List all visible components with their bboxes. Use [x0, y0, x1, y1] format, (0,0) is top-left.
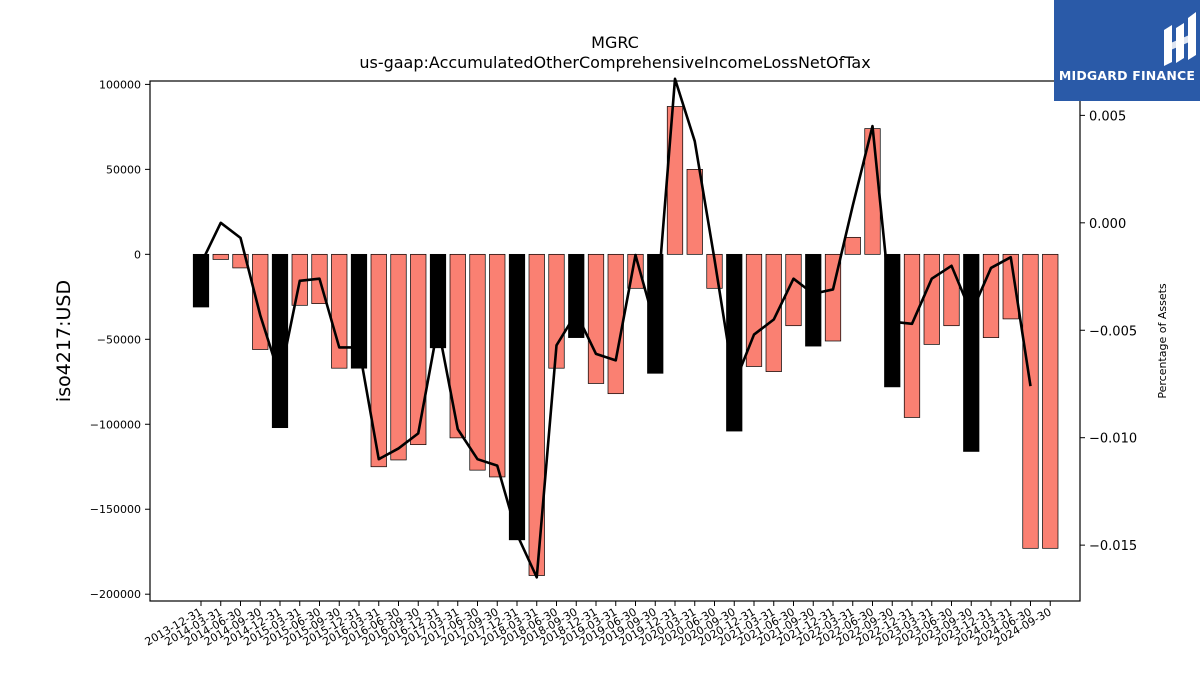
- bar-2022-03-31: [844, 236, 861, 255]
- logo-mark-icon: [1164, 12, 1196, 66]
- bar-2020-12-31: [745, 253, 763, 367]
- assets-percentage-line: [199, 77, 1032, 579]
- bar-2021-09-30: [805, 253, 822, 347]
- y2-tick-label: −0.005: [1089, 324, 1137, 339]
- y2-tick-label: 0.000: [1089, 217, 1126, 232]
- bar-2017-03-31: [449, 253, 466, 439]
- bar-2016-03-31: [370, 253, 387, 468]
- bar-2018-12-31: [587, 253, 605, 384]
- bar-2019-03-31: [607, 253, 624, 395]
- bar-2017-06-30: [469, 253, 486, 471]
- y-tick-label: −50000: [97, 333, 141, 346]
- bar-2014-12-31: [271, 253, 289, 429]
- bar-2023-09-30: [963, 253, 980, 452]
- y-tick-label: 100000: [99, 78, 141, 91]
- y2-tick-label: −0.010: [1089, 432, 1137, 447]
- brand-name: MIDGARD FINANCE: [1058, 68, 1196, 83]
- bar-2015-12-31: [350, 253, 368, 369]
- bar-2015-09-30: [331, 253, 348, 369]
- bar-2017-12-31: [508, 253, 526, 541]
- bar-2021-03-31: [765, 253, 782, 372]
- y-axis-label: iso4217:USD: [53, 280, 75, 402]
- y-tick-label: 0: [134, 248, 141, 261]
- y-axis-right: 0.005 0.000 −0.005 −0.010 −0.015: [1080, 109, 1137, 554]
- brand-logo: MIDGARD FINANCE: [1054, 0, 1200, 101]
- bar-2024-03-31: [1002, 253, 1019, 320]
- bar-2020-03-31: [686, 169, 703, 255]
- x-axis: 2013-12-312014-03-312014-06-302014-09-30…: [143, 601, 1054, 649]
- bar-2017-09-30: [489, 253, 506, 478]
- chart-title: MGRC: [591, 33, 639, 52]
- bar-2018-09-30: [568, 253, 585, 338]
- plot-frame: [149, 80, 1081, 602]
- y-axis-left: 100000 50000 0 −50000 −100000 −150000 −200000: [90, 78, 150, 601]
- bar-2014-03-31: [212, 253, 229, 260]
- bar-2016-06-30: [390, 253, 407, 461]
- chart-subtitle: us-gaap:AccumulatedOtherComprehensiveInc…: [359, 53, 870, 72]
- bar-2024-09-30: [1042, 253, 1059, 549]
- bar-2022-12-31: [903, 253, 921, 418]
- y-tick-label: 50000: [106, 163, 141, 176]
- y2-tick-label: 0.005: [1089, 109, 1126, 124]
- bar-2023-03-31: [923, 253, 940, 345]
- bar-2019-12-31: [666, 106, 684, 255]
- bar-2013-12-31: [192, 253, 210, 308]
- y-tick-label: −100000: [90, 418, 141, 431]
- y-tick-label: −200000: [90, 588, 141, 601]
- y2-tick-label: −0.015: [1089, 539, 1137, 554]
- bar-2016-09-30: [410, 253, 427, 446]
- line-series: [199, 77, 1032, 579]
- bar-2024-06-30: [1022, 253, 1039, 549]
- bar-series: [192, 106, 1059, 576]
- bar-2021-06-30: [785, 253, 802, 327]
- y2-axis-label: Percentage of Assets: [1156, 283, 1169, 399]
- bar-2016-12-31: [429, 253, 447, 349]
- y-tick-label: −150000: [90, 503, 141, 516]
